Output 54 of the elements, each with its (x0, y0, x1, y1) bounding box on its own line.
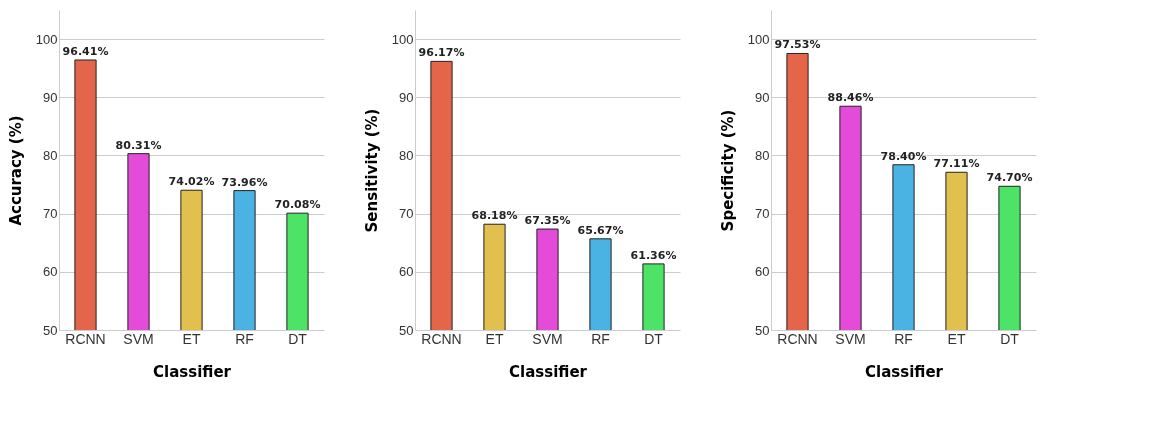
data-label: 61.36% (630, 248, 677, 262)
x-axis-title: Classifier (865, 362, 944, 381)
y-tick-label: 90 (399, 89, 414, 105)
x-tick-label: RCNN (777, 330, 818, 347)
x-tick-label: ET (947, 330, 966, 347)
y-tick-label: 70 (399, 206, 414, 222)
data-label: 78.40% (880, 149, 927, 163)
y-tick-label: 50 (399, 322, 414, 338)
data-label: 74.70% (986, 171, 1033, 185)
data-label: 65.67% (577, 223, 624, 237)
data-label: 68.18% (471, 209, 518, 223)
y-tick-label: 60 (755, 264, 770, 280)
data-label: 88.46% (827, 91, 874, 105)
data-label: 80.31% (115, 138, 162, 152)
data-label: 77.11% (933, 157, 980, 171)
y-tick-label: 80 (43, 147, 58, 163)
x-tick-label: ET (182, 330, 201, 347)
data-label: 97.53% (774, 38, 821, 52)
y-axis-title: Accuracy (%) (6, 115, 25, 226)
data-label: 74.02% (168, 175, 215, 189)
x-tick-label: DT (288, 330, 308, 347)
x-tick-label: RF (591, 330, 610, 347)
x-tick-label: SVM (123, 330, 154, 347)
x-axis-title: Classifier (509, 362, 588, 381)
y-tick-label: 70 (755, 206, 770, 222)
y-tick-label: 70 (43, 206, 58, 222)
x-tick-label: RF (235, 330, 254, 347)
data-label: 70.08% (274, 198, 321, 212)
y-tick-label: 90 (755, 89, 770, 105)
x-tick-label: DT (644, 330, 664, 347)
y-tick-label: 100 (747, 31, 770, 47)
data-label: 67.35% (524, 214, 571, 228)
data-label: 96.17% (418, 46, 465, 60)
y-tick-label: 100 (35, 31, 58, 47)
x-tick-label: DT (1000, 330, 1020, 347)
y-tick-label: 60 (399, 264, 414, 280)
y-axis-title: Sensitivity (%) (362, 108, 381, 233)
y-tick-label: 60 (43, 264, 58, 280)
y-tick-label: 100 (391, 31, 414, 47)
y-tick-label: 80 (399, 147, 414, 163)
data-label: 73.96% (221, 175, 268, 189)
x-tick-label: RCNN (65, 330, 106, 347)
y-tick-label: 90 (43, 89, 58, 105)
y-axis-title: Specificity (%) (718, 109, 737, 232)
y-tick-label: 50 (43, 322, 58, 338)
x-tick-label: ET (485, 330, 504, 347)
x-tick-label: SVM (835, 330, 866, 347)
y-tick-label: 80 (755, 147, 770, 163)
data-label: 96.41% (62, 44, 109, 58)
x-tick-label: RF (894, 330, 913, 347)
x-tick-label: SVM (532, 330, 563, 347)
x-tick-label: RCNN (421, 330, 462, 347)
x-axis-title: Classifier (153, 362, 232, 381)
y-tick-label: 50 (755, 322, 770, 338)
